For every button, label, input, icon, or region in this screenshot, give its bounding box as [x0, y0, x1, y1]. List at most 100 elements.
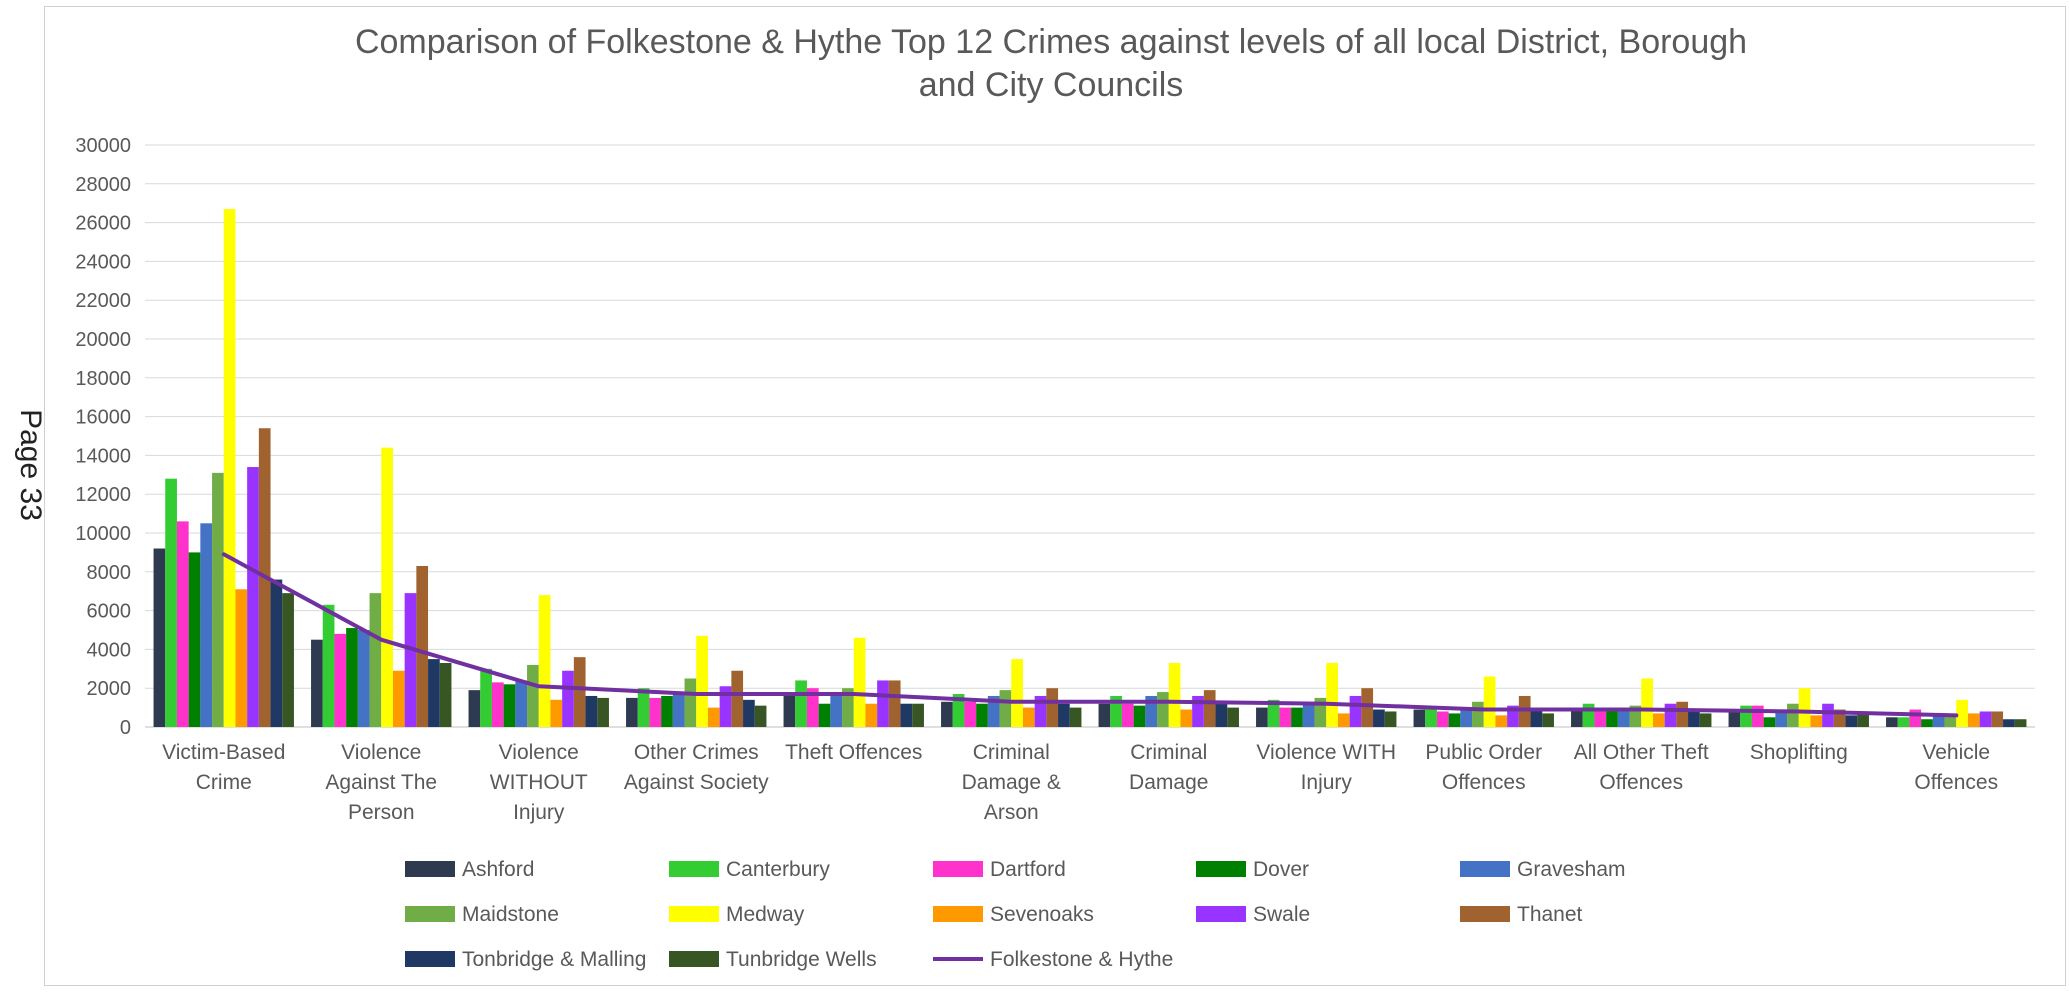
y-tick-label: 28000	[75, 174, 131, 196]
bar-canterbury	[322, 604, 335, 727]
y-tick-label: 22000	[75, 290, 131, 312]
bar-tunbridge-wells	[1227, 707, 1239, 727]
bar-maidstone	[1787, 703, 1799, 727]
bar-gravesham	[1302, 703, 1315, 727]
bar-dartford	[1594, 709, 1607, 727]
bar-maidstone	[999, 690, 1012, 727]
bar-tonbridge-malling	[2003, 719, 2015, 727]
bar-swale	[1192, 695, 1204, 727]
bar-gravesham	[515, 680, 528, 727]
bar-swale	[404, 593, 417, 727]
bar-canterbury	[1110, 695, 1122, 727]
y-tick-label: 16000	[75, 407, 131, 429]
bar-swale	[247, 467, 259, 727]
bar-sevenoaks	[235, 589, 248, 727]
bar-thanet	[1833, 709, 1846, 727]
bar-dartford	[1909, 709, 1922, 727]
bar-dover	[1448, 713, 1461, 727]
bar-medway	[538, 595, 551, 727]
bar-gravesham	[1932, 715, 1945, 727]
bar-tonbridge-malling	[585, 695, 598, 727]
x-tick-label: Against Society	[624, 771, 769, 794]
bar-medway	[853, 637, 866, 727]
bar-ashford	[153, 548, 166, 727]
x-tick-label: Violence	[341, 741, 421, 764]
bar-ashford	[1886, 717, 1898, 727]
bar-maidstone	[1944, 715, 1957, 727]
bar-dartford	[334, 633, 347, 727]
y-tick-label: 10000	[75, 523, 131, 545]
legend-label: Swale	[1253, 903, 1310, 926]
bar-thanet	[1361, 688, 1374, 727]
bar-tunbridge-wells	[912, 703, 924, 727]
bar-dartford	[649, 697, 662, 727]
bar-thanet	[1046, 688, 1059, 727]
bar-dover	[346, 628, 358, 727]
bar-dover	[818, 703, 831, 727]
bar-tunbridge-wells	[439, 662, 452, 727]
y-tick-label: 2000	[87, 678, 132, 700]
bar-canterbury	[1740, 705, 1752, 727]
bar-dartford	[176, 521, 189, 727]
bar-sevenoaks	[1337, 713, 1350, 727]
bar-canterbury	[952, 694, 965, 727]
y-tick-label: 12000	[75, 484, 131, 506]
x-tick-label: Offences	[1442, 771, 1526, 794]
bar-thanet	[1676, 701, 1689, 727]
bar-canterbury	[480, 668, 492, 727]
x-tick-label: Criminal	[1130, 741, 1207, 764]
bar-ashford	[468, 690, 481, 727]
bar-thanet	[888, 680, 901, 727]
legend-label: Folkestone & Hythe	[990, 948, 1173, 971]
y-tick-label: 14000	[75, 445, 131, 467]
bar-gravesham	[1617, 709, 1630, 727]
x-tick-label: Victim-Based	[162, 741, 285, 764]
bar-dover	[188, 552, 201, 727]
bar-tunbridge-wells	[1699, 713, 1712, 727]
bar-gravesham	[987, 695, 1000, 727]
legend-label: Medway	[726, 903, 805, 926]
bar-sevenoaks	[1810, 715, 1823, 727]
x-tick-label: Person	[348, 801, 415, 824]
bar-tonbridge-malling	[1845, 715, 1858, 727]
y-tick-label: 30000	[75, 135, 131, 157]
page-number-text: Page 33	[14, 409, 47, 521]
bar-swale	[1349, 695, 1362, 727]
legend-swatch	[933, 861, 983, 877]
x-tick-label: Injury	[513, 801, 565, 824]
bar-canterbury	[637, 688, 650, 727]
bar-chart: Comparison of Folkestone & Hythe Top 12 …	[75, 23, 2035, 971]
bar-sevenoaks	[1495, 715, 1508, 727]
bar-tunbridge-wells	[1542, 713, 1554, 727]
bar-canterbury	[1897, 717, 1910, 727]
legend-label: Canterbury	[726, 858, 830, 881]
legend-label: Dartford	[990, 858, 1066, 881]
bar-medway	[381, 447, 393, 727]
bar-canterbury	[795, 680, 807, 727]
bar-dover	[1921, 719, 1933, 727]
x-tick-label: Criminal	[973, 741, 1050, 764]
bar-thanet	[416, 565, 429, 727]
bar-medway	[1798, 688, 1811, 727]
legend-swatch	[669, 861, 719, 877]
bar-gravesham	[357, 630, 370, 727]
bar-tunbridge-wells	[597, 697, 609, 727]
bar-swale	[562, 670, 574, 727]
bar-dartford	[806, 688, 819, 727]
bar-medway	[1956, 699, 1968, 727]
bar-tonbridge-malling	[1688, 711, 1700, 727]
x-tick-label: Offences	[1599, 771, 1683, 794]
x-tick-label: Vehicle	[1922, 741, 1990, 764]
y-tick-label: 6000	[87, 601, 132, 623]
chart-container: Comparison of Folkestone & Hythe Top 12 …	[44, 6, 2066, 986]
legend-label: Ashford	[462, 858, 534, 881]
bar-maidstone	[1314, 697, 1327, 727]
x-tick-label: Injury	[1301, 771, 1353, 794]
y-tick-label: 4000	[87, 639, 132, 661]
bar-tonbridge-malling	[1215, 703, 1228, 727]
bar-sevenoaks	[1967, 713, 1980, 727]
x-tick-label: Arson	[984, 801, 1039, 824]
x-tick-label: Offences	[1914, 771, 1998, 794]
bar-medway	[1168, 662, 1181, 727]
x-tick-label: Violence WITH	[1256, 741, 1396, 764]
